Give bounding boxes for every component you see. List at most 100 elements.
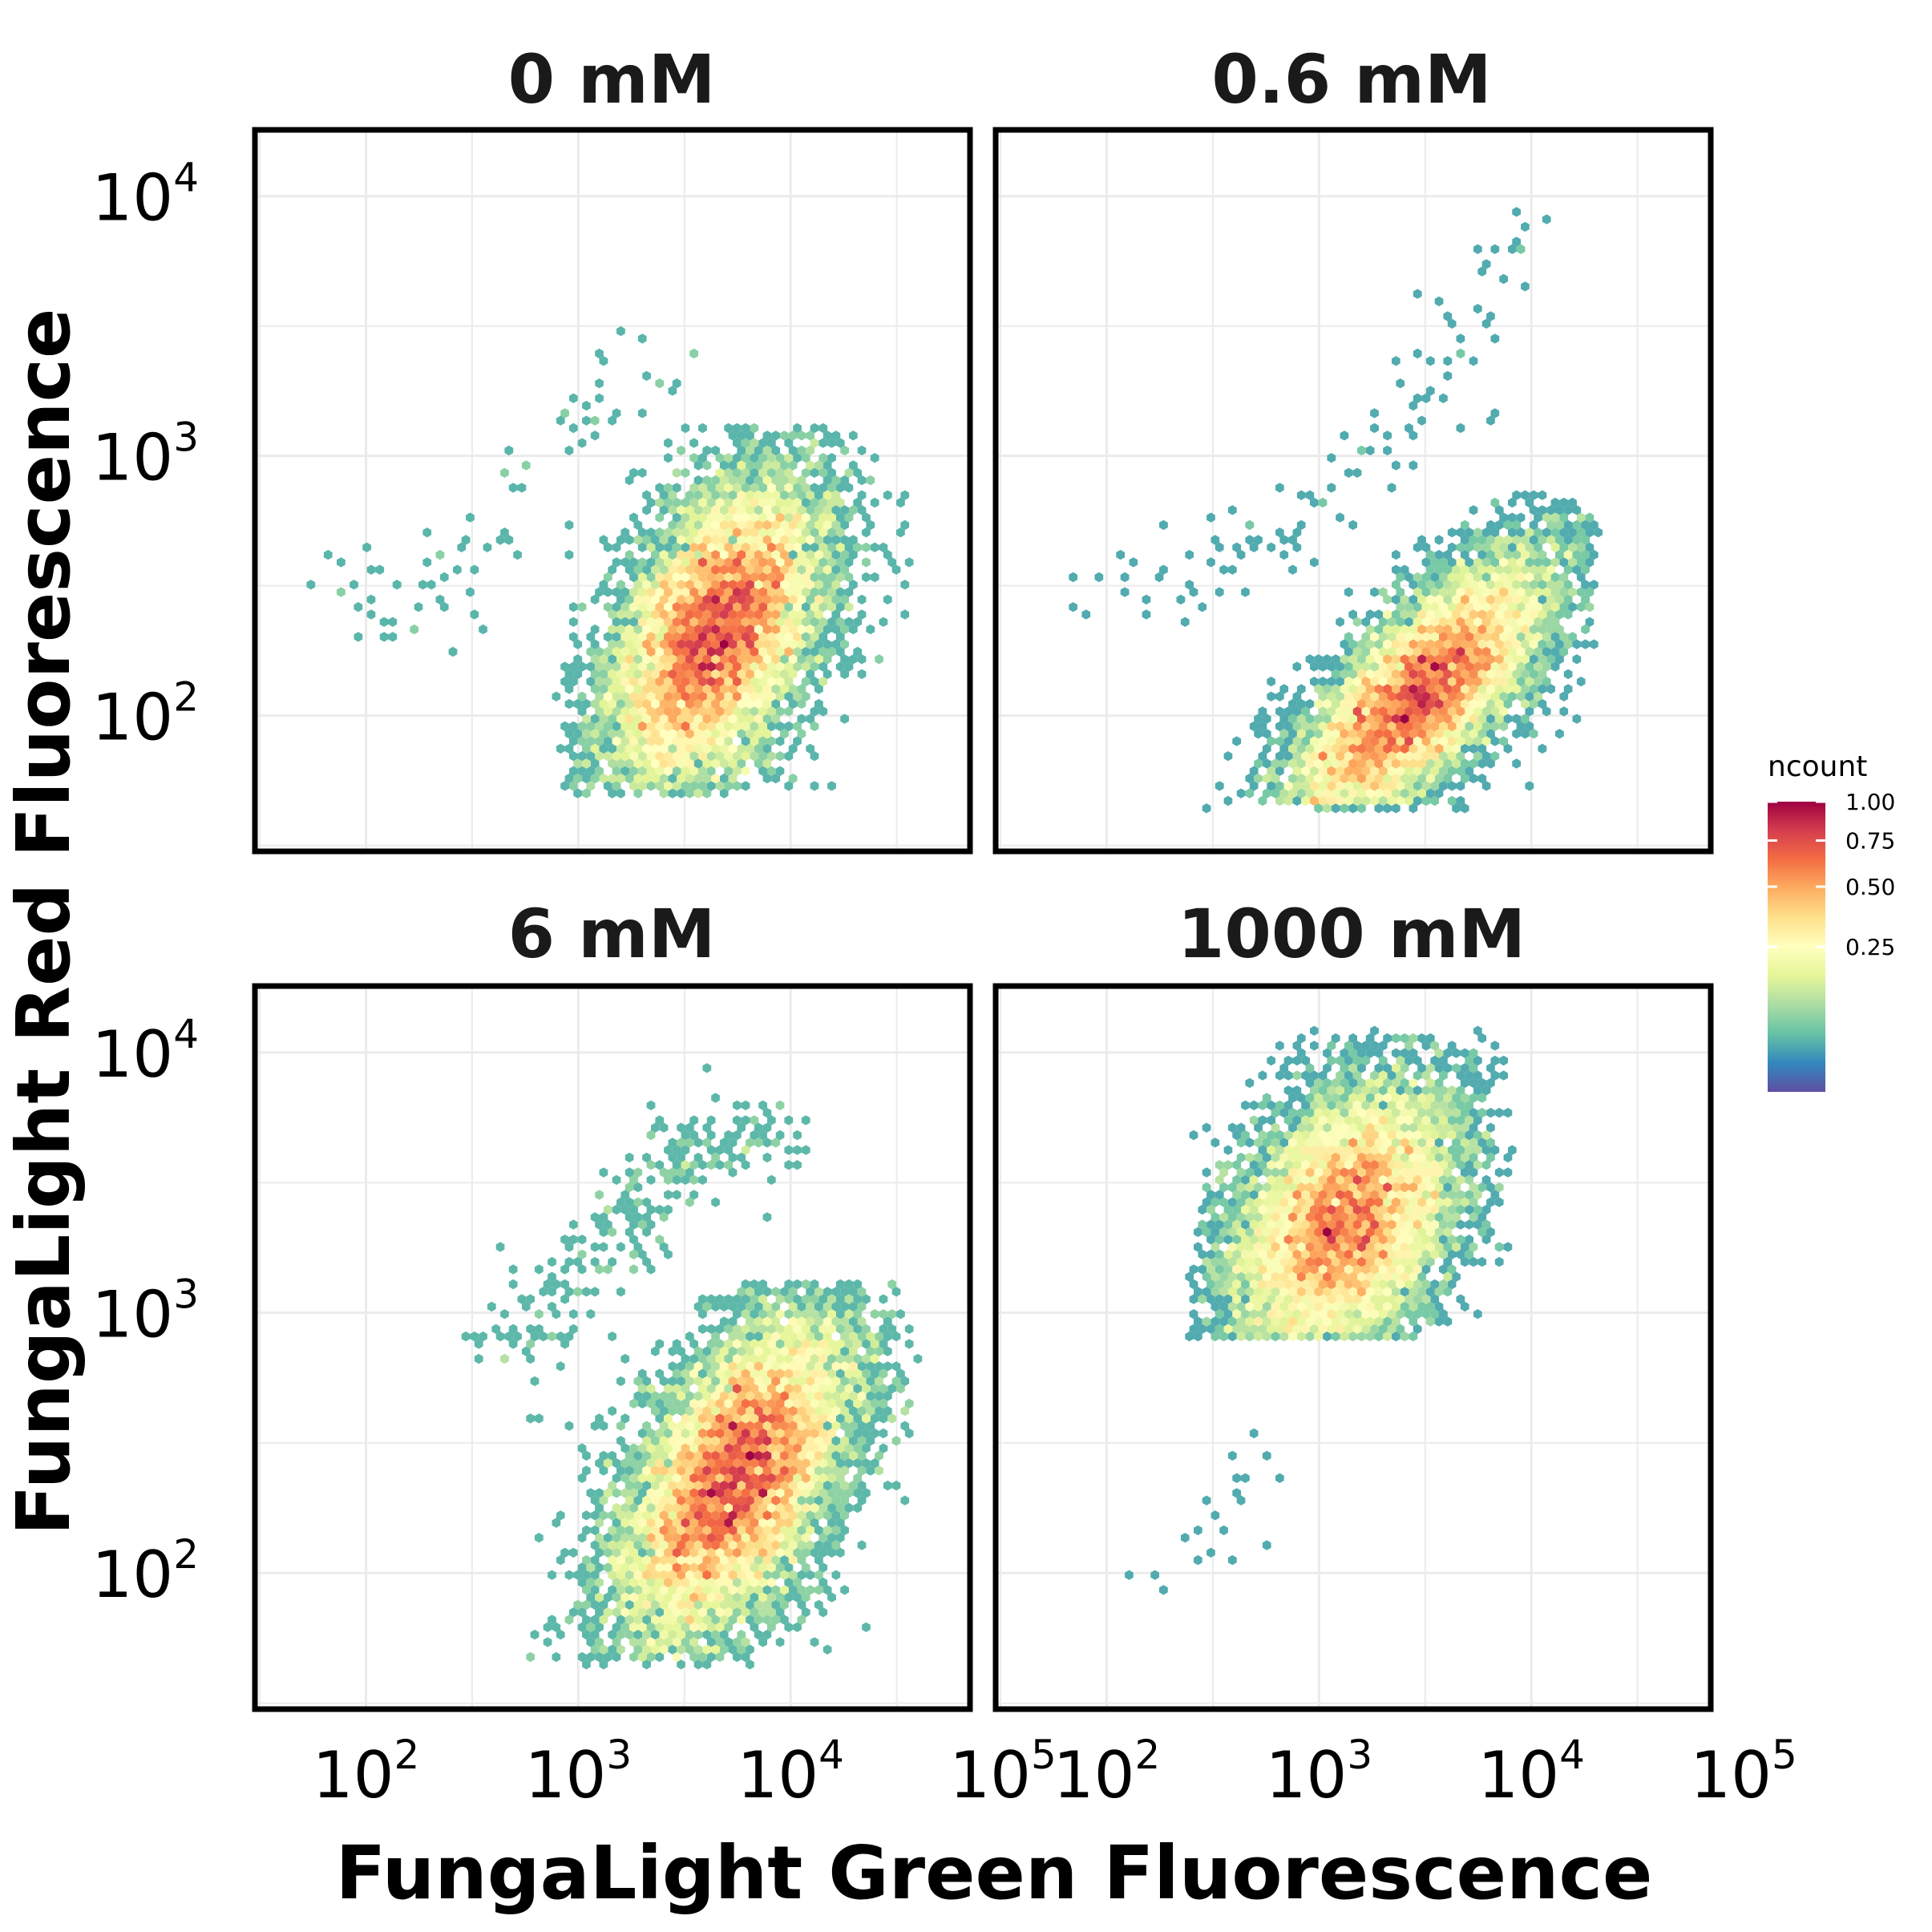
hexbin-cell [1258,1294,1267,1304]
hexbin-cell [1396,602,1405,612]
hexbin-cell [1283,1130,1293,1141]
hexbin-cell [827,542,836,552]
hexbin-cell [569,677,578,687]
hexbin-cell [758,677,767,687]
hexbin-cell [1508,602,1517,612]
hexbin-cell [1512,594,1522,605]
hexbin-cell [887,1324,896,1334]
hexbin-cell [706,1130,716,1141]
hexbin-cell [797,490,806,500]
hexbin-cell [1486,311,1495,321]
hexbin-cell [797,475,806,486]
hexbin-cell [608,415,616,426]
hexbin-cell [1425,1033,1435,1044]
hexbin-cell [1413,781,1422,791]
hexbin-cell [1296,1242,1306,1252]
hexbin-cell [728,580,738,590]
hexbin-cell [677,1436,685,1446]
hexbin-cell [620,677,630,687]
hexbin-cell [711,654,720,665]
hexbin-cell [771,654,781,665]
hexbin-cell [517,1294,527,1304]
hexbin-cell [818,1488,828,1498]
hexbin-cell [1323,1107,1332,1118]
hexbin-cell [1296,519,1306,531]
hexbin-cell [754,505,763,515]
hexbin-cell [1516,677,1526,687]
hexbin-cell [806,430,814,441]
hexbin-cell [1542,616,1551,627]
hexbin-cell [1241,1235,1250,1245]
hexbin-cell [664,661,673,672]
hexbin-cell [1481,318,1491,329]
hexbin-cell [797,1570,806,1580]
hexbin-cell [784,706,794,717]
hexbin-cell [1249,721,1259,732]
hexbin-cell [495,535,505,545]
hexbin-cell [737,1122,746,1133]
hexbin-cell [1361,706,1371,717]
hexbin-cell [1456,616,1465,627]
hexbin-cell [526,1294,535,1304]
hexbin-cell [883,549,892,560]
hexbin-cell [1396,1055,1405,1066]
hexbin-cell [689,572,698,583]
hexbin-cell [651,1391,660,1401]
hexbin-cell [1443,1242,1453,1252]
hexbin-cell [681,1428,690,1439]
hexbin-cell [741,572,750,583]
hexbin-cell [1413,1130,1422,1141]
hexbin-cell [754,1450,763,1461]
hexbin-cell [668,684,677,694]
hexbin-cell [724,527,733,538]
hexbin-cell [862,1324,871,1334]
hexbin-cell [788,698,798,709]
hexbin-cell [1443,1212,1453,1223]
hexbin-cell [1348,669,1357,680]
hexbin-cell [706,483,716,493]
hexbin-cell [677,1629,685,1640]
hexbin-cell [1417,773,1426,784]
hexbin-cell [410,624,418,635]
hexbin-cell [698,1160,707,1170]
hexbin-cell [1434,639,1444,649]
hexbin-cell [642,535,651,545]
hexbin-cell [1447,736,1457,746]
hexbin-cell [715,1413,725,1424]
hexbin-cell [702,1361,712,1372]
hexbin-cell [1189,1324,1198,1334]
hexbin-cell [637,602,647,612]
hexbin-cell [624,1182,634,1193]
hexbin-cell [677,1465,685,1476]
hexbin-cell [715,1398,725,1409]
hexbin-cell [857,1405,867,1417]
hexbin-cell [706,497,716,508]
hexbin-cell [1405,1279,1413,1290]
hexbin-cell [659,1540,669,1550]
hexbin-cell [1383,713,1392,724]
hexbin-cell [646,1651,656,1663]
hexbin-cell [1361,691,1371,701]
hexbin-cell [1365,743,1375,754]
hexbin-cell [1413,348,1422,359]
hexbin-cell [797,698,806,709]
hexbin-cell [1460,624,1469,635]
hexbin-cell [818,1413,828,1424]
hexbin-cell [784,557,794,568]
hexbin-cell [1314,1107,1324,1118]
hexbin-cell [1227,505,1237,515]
hexbin-cell [1538,639,1547,649]
hexbin-cell [797,729,806,739]
hexbin-cell [1223,1249,1233,1259]
hexbin-cell [1434,580,1444,590]
hexbin-cell [642,624,651,635]
hexbin-cell [681,587,690,597]
hexbin-cell [1336,736,1344,746]
hexbin-cell [900,1376,910,1387]
hexbin-cell [1452,1182,1461,1193]
hexbin-cell [875,1361,883,1372]
hexbin-cell [693,729,703,739]
hexbin-cell [1318,1130,1328,1141]
hexbin-cell [1469,580,1478,590]
hexbin-cell [788,1376,798,1387]
